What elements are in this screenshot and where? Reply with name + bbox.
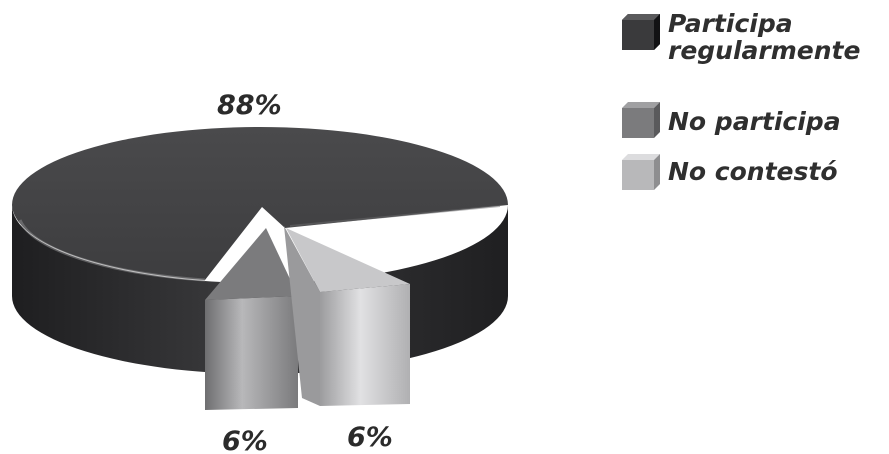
slice-participa-rim-highlight-right [289, 205, 501, 227]
data-label-participa: 88% [217, 90, 282, 121]
slice-participa-rim-highlight [18, 219, 206, 282]
legend-item-no-contesto: No contestó [606, 154, 886, 210]
legend-label-no-contesto: No contestó [668, 157, 838, 186]
legend-swatch-no-contesto [622, 154, 660, 190]
pie-slice-no-participa [205, 228, 298, 410]
legend-swatch-no-participa [622, 102, 660, 138]
legend-label-participa-line-1: Participa [668, 9, 793, 38]
legend-item-participa: Participa regularmente [606, 10, 886, 74]
legend-label-participa-line-2: regularmente [668, 36, 861, 65]
legend-label-no-participa: No participa [668, 107, 841, 136]
slice-no-contesto-side [320, 284, 410, 406]
legend-item-no-participa: No participa [606, 102, 886, 160]
slice-participa-top [12, 127, 508, 280]
slice-no-participa-top [205, 228, 298, 300]
slice-no-participa-side [205, 296, 298, 410]
data-label-no-contesto: 6% [347, 422, 393, 453]
slice-no-contesto-inner [284, 226, 320, 406]
pie-slice-no-contesto [284, 226, 410, 406]
data-label-no-participa: 6% [222, 426, 268, 454]
slice-no-contesto-top [286, 228, 410, 292]
legend-swatch-participa [622, 14, 660, 50]
chart-legend: Participa regularmente No participa No c… [606, 10, 886, 210]
